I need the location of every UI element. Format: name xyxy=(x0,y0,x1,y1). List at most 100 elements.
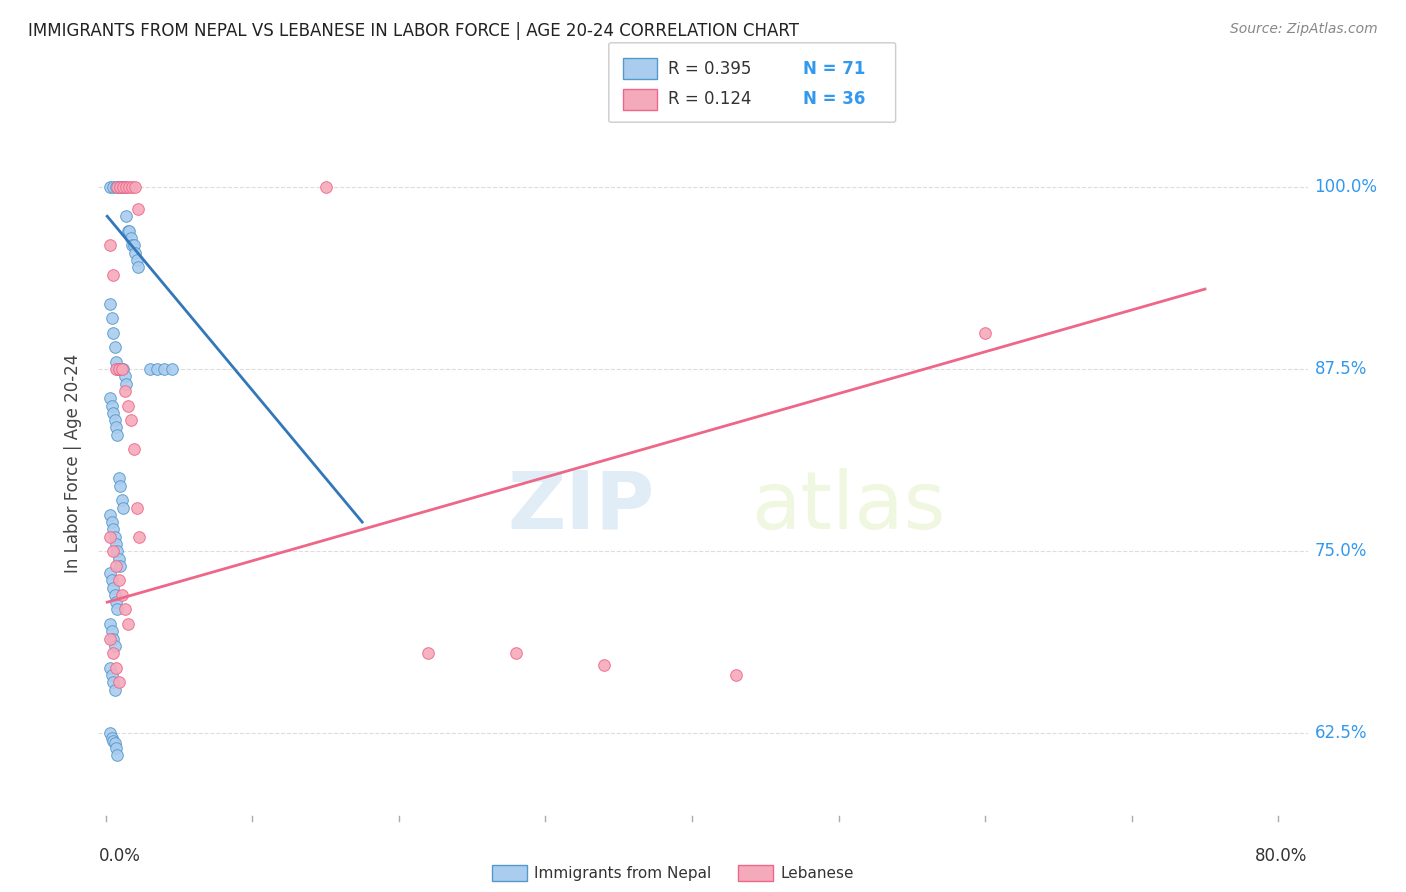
Point xyxy=(101,581,124,595)
Point xyxy=(146,362,169,376)
Point xyxy=(101,646,124,660)
Point xyxy=(111,588,134,602)
Point xyxy=(101,326,124,340)
Point xyxy=(724,668,747,682)
Text: R = 0.395: R = 0.395 xyxy=(668,60,751,78)
Point xyxy=(108,675,131,690)
Point xyxy=(98,296,121,310)
Point xyxy=(127,260,149,275)
Text: N = 71: N = 71 xyxy=(803,60,865,78)
Point xyxy=(105,180,128,194)
Point xyxy=(124,180,146,194)
Point xyxy=(101,733,124,747)
Text: 75.0%: 75.0% xyxy=(1315,542,1367,560)
Text: Immigrants from Nepal: Immigrants from Nepal xyxy=(534,866,711,880)
Point xyxy=(101,675,124,690)
Point xyxy=(101,632,124,646)
Point xyxy=(100,515,122,529)
Point xyxy=(107,748,129,763)
Point xyxy=(100,731,122,745)
Point xyxy=(122,238,145,252)
Point xyxy=(107,180,129,194)
Point xyxy=(105,740,128,755)
Point xyxy=(98,180,121,194)
Point xyxy=(100,624,122,639)
Point xyxy=(127,202,149,216)
Point xyxy=(125,252,148,267)
Point xyxy=(98,392,121,406)
Point xyxy=(117,617,139,632)
Y-axis label: In Labor Force | Age 20-24: In Labor Force | Age 20-24 xyxy=(65,354,83,574)
Point xyxy=(117,399,139,413)
Point xyxy=(974,326,997,340)
Point xyxy=(101,180,124,194)
Point xyxy=(100,311,122,326)
Point xyxy=(103,639,125,653)
Point xyxy=(98,530,121,544)
Point xyxy=(125,500,148,515)
Point xyxy=(121,180,143,194)
Point xyxy=(114,180,136,194)
Point xyxy=(114,602,136,616)
Point xyxy=(120,231,142,245)
Point xyxy=(108,362,131,376)
Point xyxy=(110,180,132,194)
Point xyxy=(107,602,129,616)
Text: 0.0%: 0.0% xyxy=(98,847,141,865)
Point xyxy=(114,369,136,384)
Point xyxy=(105,362,128,376)
Point xyxy=(114,384,136,398)
Point xyxy=(108,471,131,485)
Point xyxy=(124,245,146,260)
Point xyxy=(103,413,125,427)
Point xyxy=(98,726,121,740)
Text: 100.0%: 100.0% xyxy=(1315,178,1378,196)
Text: R = 0.124: R = 0.124 xyxy=(668,90,751,108)
Point xyxy=(111,180,134,194)
Point xyxy=(101,406,124,420)
Point xyxy=(100,574,122,588)
Point xyxy=(120,413,142,427)
Point xyxy=(105,355,128,369)
Point xyxy=(105,558,128,573)
Point xyxy=(98,632,121,646)
Point xyxy=(105,537,128,551)
Point xyxy=(153,362,176,376)
Point xyxy=(107,362,129,376)
Point xyxy=(112,500,135,515)
Point xyxy=(105,661,128,675)
Point xyxy=(505,646,527,660)
Point xyxy=(115,209,138,223)
Point xyxy=(103,682,125,697)
Point xyxy=(112,362,135,376)
Point xyxy=(108,551,131,566)
Point xyxy=(160,362,183,376)
Point xyxy=(128,530,150,544)
Point xyxy=(100,668,122,682)
Text: 62.5%: 62.5% xyxy=(1315,724,1367,742)
Point xyxy=(112,180,135,194)
Point xyxy=(121,238,143,252)
Point xyxy=(101,544,124,558)
Point xyxy=(115,180,138,194)
Point xyxy=(111,493,134,508)
Point xyxy=(315,180,337,194)
Point xyxy=(110,558,132,573)
Point xyxy=(103,340,125,354)
Point xyxy=(103,736,125,750)
Point xyxy=(115,376,138,391)
Point xyxy=(111,362,134,376)
Point xyxy=(108,574,131,588)
Point xyxy=(108,180,131,194)
Point xyxy=(98,617,121,632)
Point xyxy=(110,180,132,194)
Text: N = 36: N = 36 xyxy=(803,90,865,108)
Point xyxy=(118,180,141,194)
Point xyxy=(122,442,145,457)
Point xyxy=(107,544,129,558)
Text: ZIP: ZIP xyxy=(508,467,655,546)
Point xyxy=(98,508,121,522)
Point xyxy=(112,180,135,194)
Point xyxy=(105,595,128,609)
Point xyxy=(117,224,139,238)
